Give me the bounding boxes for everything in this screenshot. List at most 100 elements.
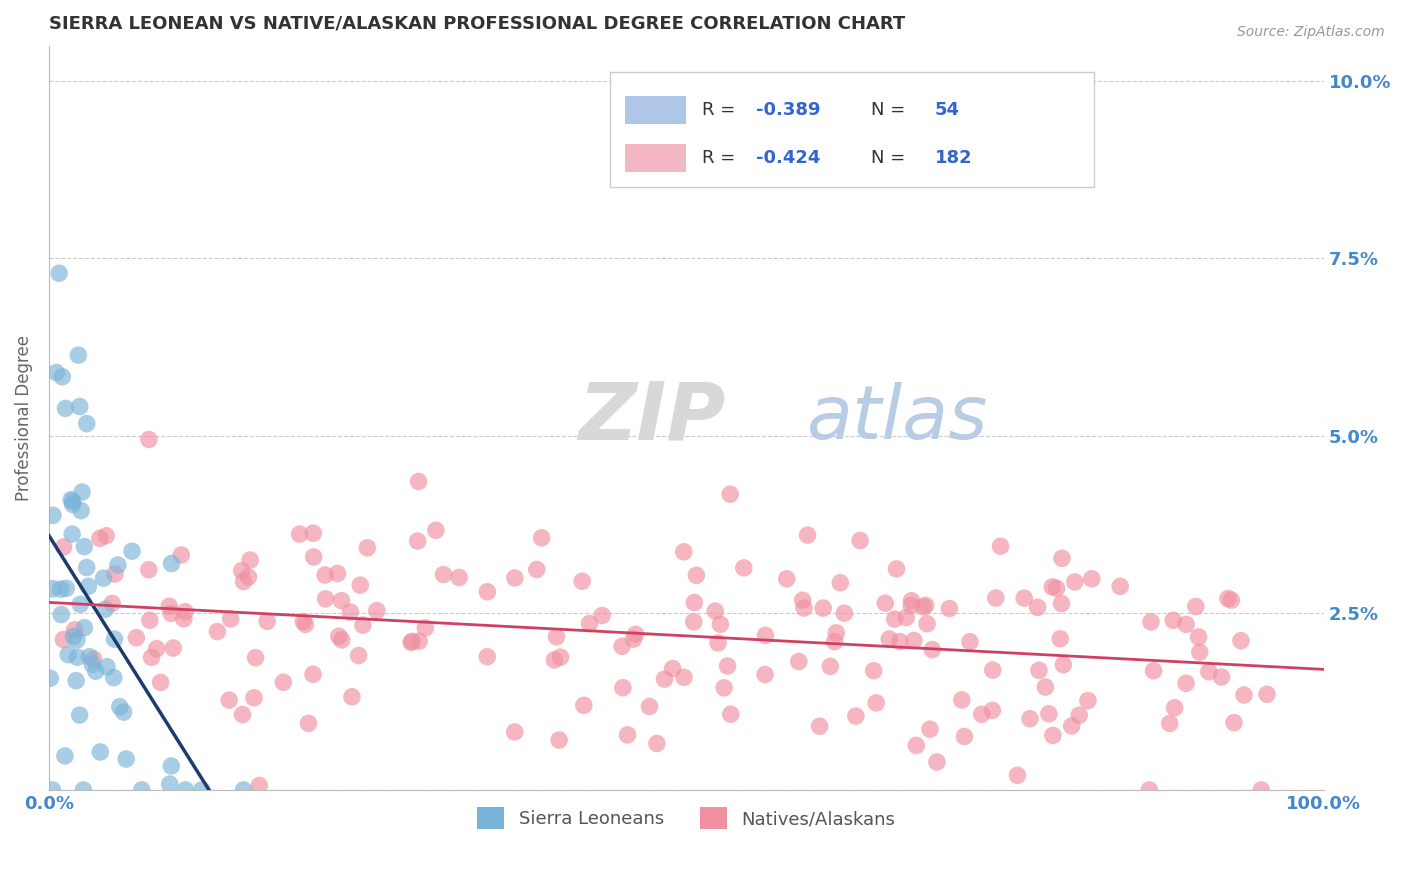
Point: [1050, 551, 1073, 566]
Point: [543, 653, 565, 667]
Point: [704, 604, 727, 618]
Point: [69, 400, 91, 414]
Point: [1163, 700, 1185, 714]
Point: [315, 591, 337, 606]
Point: [921, 642, 943, 657]
Point: [356, 541, 378, 555]
Point: [96, 529, 118, 543]
Point: [52, 540, 75, 554]
Point: [830, 575, 852, 590]
Point: [925, 755, 948, 769]
Y-axis label: Professional Degree: Professional Degree: [15, 334, 32, 500]
Point: [503, 571, 526, 585]
Point: [273, 675, 295, 690]
Point: [96, 659, 118, 673]
Point: [624, 627, 647, 641]
Point: [42, 508, 65, 523]
Point: [1161, 614, 1184, 628]
Point: [347, 648, 370, 663]
Point: [94, 602, 117, 616]
Point: [889, 634, 911, 648]
Point: [1230, 633, 1253, 648]
Point: [953, 730, 976, 744]
Point: [449, 570, 471, 584]
Point: [56, 648, 79, 662]
Point: [115, 752, 138, 766]
Point: [399, 635, 422, 649]
Point: [297, 716, 319, 731]
Point: [621, 632, 644, 647]
Point: [776, 572, 799, 586]
Point: [984, 591, 1007, 605]
Point: [125, 631, 148, 645]
Point: [1109, 579, 1132, 593]
Point: [1052, 657, 1074, 672]
Point: [62, 494, 84, 508]
Point: [218, 693, 240, 707]
Point: [572, 698, 595, 713]
Point: [548, 733, 571, 747]
Point: [1223, 715, 1246, 730]
Point: [231, 564, 253, 578]
Point: [914, 599, 936, 613]
Text: SIERRA LEONEAN VS NATIVE/ALASKAN PROFESSIONAL DEGREE CORRELATION CHART: SIERRA LEONEAN VS NATIVE/ALASKAN PROFESS…: [49, 15, 905, 33]
Point: [1046, 581, 1069, 595]
Point: [1035, 680, 1057, 694]
Point: [938, 601, 960, 615]
Point: [41, 783, 63, 797]
Point: [981, 703, 1004, 717]
Point: [352, 618, 374, 632]
Point: [1220, 593, 1243, 607]
Point: [292, 615, 315, 629]
Point: [1188, 645, 1211, 659]
Point: [62, 498, 84, 512]
Point: [55, 401, 77, 416]
Point: [526, 562, 548, 576]
Point: [1142, 664, 1164, 678]
Text: R =: R =: [702, 149, 741, 167]
Point: [330, 593, 353, 607]
Point: [52, 632, 75, 647]
Point: [862, 664, 884, 678]
Point: [79, 649, 101, 664]
Point: [159, 777, 181, 791]
Point: [1250, 783, 1272, 797]
Point: [51, 369, 73, 384]
Point: [314, 568, 336, 582]
Point: [787, 655, 810, 669]
Point: [149, 675, 172, 690]
Point: [1256, 687, 1278, 701]
Point: [145, 641, 167, 656]
Point: [101, 596, 124, 610]
Point: [477, 649, 499, 664]
Point: [76, 417, 98, 431]
Point: [69, 708, 91, 723]
Point: [170, 548, 193, 562]
Point: [1040, 580, 1063, 594]
Point: [160, 759, 183, 773]
FancyBboxPatch shape: [626, 95, 686, 124]
Point: [707, 636, 730, 650]
Point: [981, 663, 1004, 677]
Point: [883, 612, 905, 626]
Point: [112, 705, 135, 719]
Point: [900, 593, 922, 607]
Point: [503, 725, 526, 739]
Point: [849, 533, 872, 548]
Point: [1211, 670, 1233, 684]
Point: [67, 348, 90, 362]
Point: [865, 696, 887, 710]
Point: [754, 628, 776, 642]
Point: [638, 699, 661, 714]
Point: [1069, 708, 1091, 723]
Text: N =: N =: [872, 149, 911, 167]
Point: [107, 558, 129, 572]
Point: [239, 553, 262, 567]
Point: [578, 616, 600, 631]
Point: [103, 671, 125, 685]
Point: [718, 487, 741, 501]
Point: [160, 557, 183, 571]
Point: [905, 739, 928, 753]
Point: [70, 503, 93, 517]
Point: [1060, 719, 1083, 733]
